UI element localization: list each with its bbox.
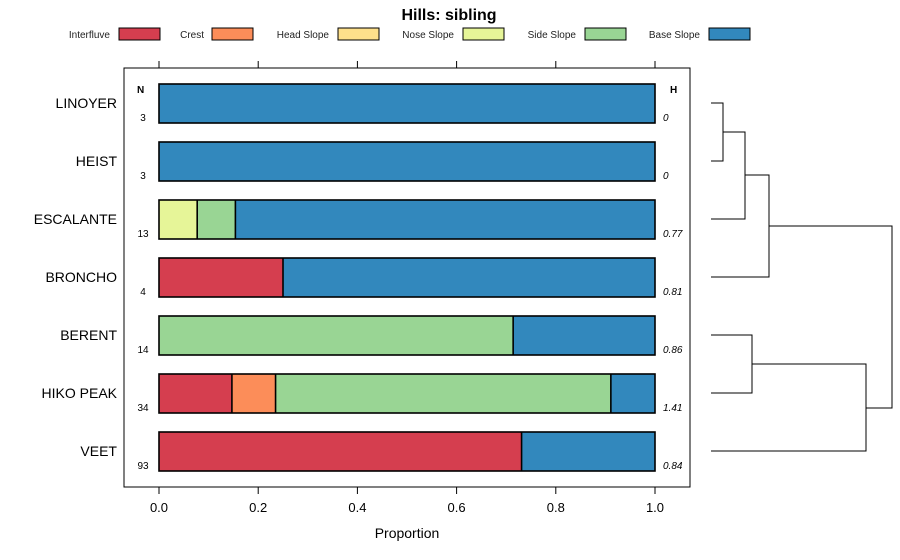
bar-hiko-peak-crest — [231, 374, 276, 413]
bar-hiko-peak-interfluve — [159, 374, 232, 413]
row-label-linoyer: LINOYER — [56, 95, 117, 111]
h-value-veet: 0.84 — [663, 461, 683, 472]
bar-veet-base-slope — [521, 432, 655, 471]
legend-label-side-slope: Side Slope — [528, 30, 577, 41]
n-header: N — [137, 85, 144, 96]
x-tick-label: 0.2 — [249, 500, 267, 515]
h-value-escalante: 0.77 — [663, 229, 683, 240]
bar-outline-linoyer — [158, 83, 656, 124]
dendrogram-branch-escalante — [711, 131, 746, 220]
bar-berent-base-slope — [513, 316, 655, 355]
bar-outline-broncho — [158, 257, 656, 298]
bar-outline-heist — [158, 141, 656, 182]
bar-outline-veet — [158, 431, 656, 472]
h-value-broncho: 0.81 — [663, 287, 682, 298]
h-value-linoyer: 0 — [663, 113, 669, 124]
h-header: H — [670, 85, 677, 96]
legend-swatch-interfluve — [118, 27, 161, 41]
row-label-broncho: BRONCHO — [45, 269, 117, 285]
bar-berent-side-slope — [159, 316, 514, 355]
bar-outline-escalante — [158, 199, 656, 240]
legend-swatch-nose-slope — [462, 27, 505, 41]
x-tick-label: 0.6 — [448, 500, 466, 515]
n-value-escalante: 13 — [137, 229, 149, 240]
x-axis-title: Proportion — [375, 525, 440, 541]
legend-label-base-slope: Base Slope — [649, 30, 701, 41]
n-value-broncho: 4 — [140, 287, 146, 298]
row-label-veet: VEET — [80, 443, 117, 459]
x-tick-label: 1.0 — [646, 500, 664, 515]
legend: Interfluve Crest Head Slope Nose Slope Side … — [69, 27, 751, 41]
dendrogram-branch-veet — [711, 363, 867, 452]
bar-escalante-base-slope — [235, 200, 655, 239]
bar-escalante-side-slope — [197, 200, 236, 239]
top-tick-marks — [158, 61, 656, 68]
n-value-hiko-peak: 34 — [137, 403, 149, 414]
bar-broncho-interfluve — [159, 258, 283, 297]
row-label-berent: BERENT — [60, 327, 117, 343]
n-value-berent: 14 — [137, 345, 149, 356]
dendrogram-branch-broncho — [711, 174, 770, 278]
legend-swatch-side-slope — [584, 27, 627, 41]
n-value-heist: 3 — [140, 171, 146, 182]
legend-swatch-crest — [211, 27, 254, 41]
legend-label-crest: Crest — [180, 30, 204, 41]
row-label-hiko-peak: HIKO PEAK — [42, 385, 118, 401]
bar-linoyer-base-slope — [159, 84, 655, 123]
bar-broncho-base-slope — [283, 258, 655, 297]
h-value-hiko-peak: 1.41 — [663, 403, 682, 414]
h-value-heist: 0 — [663, 171, 669, 182]
dendrogram-branch-berent-hiko — [711, 334, 753, 394]
bar-outline-hiko-peak — [158, 373, 656, 414]
x-axis: 0.0 0.2 0.4 0.6 0.8 1.0 — [150, 487, 664, 515]
bar-veet-interfluve — [159, 432, 522, 471]
bar-outline-berent — [158, 315, 656, 356]
legend-swatch-base-slope — [708, 27, 751, 41]
legend-label-head-slope: Head Slope — [277, 30, 330, 41]
legend-label-interfluve: Interfluve — [69, 30, 111, 41]
dendrogram — [711, 102, 893, 452]
chart-title: Hills: sibling — [401, 7, 496, 24]
n-value-linoyer: 3 — [140, 113, 146, 124]
h-value-berent: 0.86 — [663, 345, 683, 356]
bar-escalante-nose-slope — [159, 200, 198, 239]
row-label-heist: HEIST — [76, 153, 118, 169]
dendrogram-branch-root — [769, 225, 893, 409]
bar-heist-base-slope — [159, 142, 655, 181]
x-tick-label: 0.0 — [150, 500, 168, 515]
plot-frame — [123, 67, 691, 488]
bar-hiko-peak-base-slope — [610, 374, 655, 413]
dendrogram-branch-linoyer-heist — [711, 102, 724, 162]
bar-hiko-peak-side-slope — [275, 374, 611, 413]
legend-label-nose-slope: Nose Slope — [402, 30, 454, 41]
x-tick-label: 0.8 — [547, 500, 565, 515]
legend-swatch-head-slope — [337, 27, 380, 41]
x-tick-label: 0.4 — [348, 500, 366, 515]
bars: LINOYER 3 0 HEIST 3 0 ESCALANTE 13 0.77 BRONCHO 4 0… — [34, 83, 683, 472]
row-label-escalante: ESCALANTE — [34, 211, 117, 227]
n-value-veet: 93 — [137, 461, 149, 472]
